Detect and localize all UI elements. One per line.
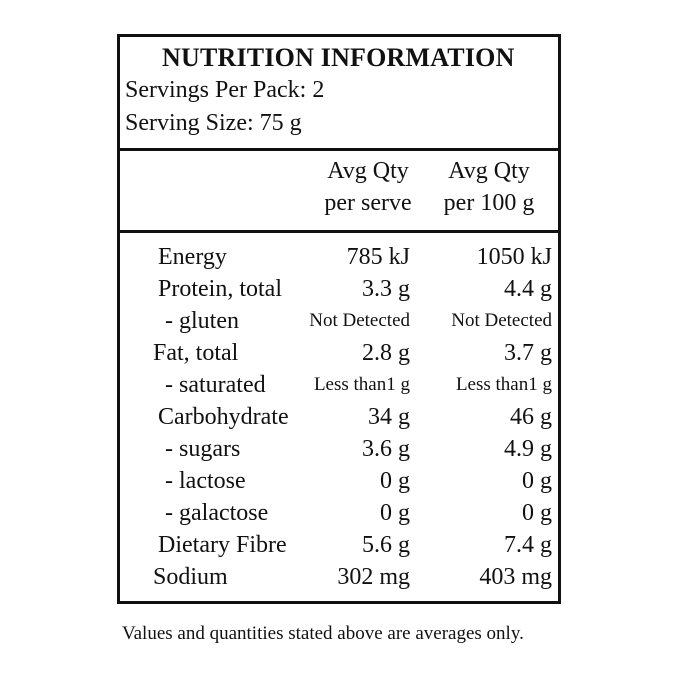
divider-header [120,230,558,233]
nutrient-name: Fat, total [153,340,239,366]
nutrient-per-100g: 46 g [510,404,552,430]
nutrient-name: - sugars [165,436,241,462]
nutrient-row-gluten: - gluten Not Detected Not Detected [120,305,558,337]
nutrient-per-100g: 7.4 g [504,532,552,558]
nutrient-per-serve: 0 g [380,500,410,526]
nutrient-name: Protein, total [158,276,282,302]
column-header-per-100g-line2: per 100 g [443,190,535,216]
column-header-per-serve-line2: per serve [324,190,412,216]
nutrition-panel: NUTRITION INFORMATION Servings Per Pack:… [117,34,561,604]
nutrient-per-serve: 5.6 g [362,532,410,558]
nutrient-per-serve: 2.8 g [362,340,410,366]
nutrient-row-dietary-fibre: Dietary Fibre 5.6 g 7.4 g [120,529,558,561]
nutrient-row-galactose: - galactose 0 g 0 g [120,497,558,529]
nutrient-row-lactose: - lactose 0 g 0 g [120,465,558,497]
nutrient-name: - galactose [165,500,269,526]
nutrient-per-100g: 4.9 g [504,436,552,462]
nutrient-name: Energy [158,244,227,270]
nutrient-name: Dietary Fibre [158,532,287,558]
nutrient-per-100g: 3.7 g [504,340,552,366]
serving-size: Serving Size: 75 g [125,110,302,136]
nutrient-per-100g: Not Detected [451,310,552,331]
nutrient-per-100g: 1050 kJ [476,244,552,270]
nutrient-row-saturated: - saturated Less than1 g Less than1 g [120,369,558,401]
nutrient-per-100g: 4.4 g [504,276,552,302]
panel-title: NUTRITION INFORMATION [162,43,515,72]
nutrient-per-serve: Not Detected [309,310,410,331]
nutrient-row-protein: Protein, total 3.3 g 4.4 g [120,273,558,305]
nutrient-row-carbohydrate: Carbohydrate 34 g 46 g [120,401,558,433]
nutrient-per-serve: Less than1 g [313,374,410,395]
column-header-per-serve-line1: Avg Qty [327,158,409,184]
nutrient-per-serve: 34 g [368,404,410,430]
nutrient-per-serve: 3.6 g [362,436,410,462]
nutrient-per-100g: Less than1 g [455,374,552,395]
nutrient-name: - gluten [165,308,239,334]
nutrient-per-serve: 3.3 g [362,276,410,302]
divider-top [120,148,558,151]
nutrient-per-100g: 0 g [522,468,552,494]
nutrient-per-100g: 0 g [522,500,552,526]
nutrient-table: Energy 785 kJ 1050 kJ Protein, total 3.3… [120,241,558,593]
nutrient-row-energy: Energy 785 kJ 1050 kJ [120,241,558,273]
nutrient-per-serve: 0 g [380,468,410,494]
nutrient-name: Sodium [153,564,228,590]
nutrient-name: Carbohydrate [158,404,289,430]
column-header-per-100g: Avg Qty per 100 g [422,155,556,219]
column-header-per-serve: Avg Qty per serve [308,155,428,219]
nutrient-row-fat: Fat, total 2.8 g 3.7 g [120,337,558,369]
column-header-per-100g-line1: Avg Qty [448,158,530,184]
nutrient-row-sodium: Sodium 302 mg 403 mg [120,561,558,593]
nutrient-per-serve: 302 mg [337,564,410,590]
nutrient-per-100g: 403 mg [479,564,552,590]
nutrient-name: - saturated [165,372,266,398]
nutrient-name: - lactose [165,468,246,494]
servings-per-pack: Servings Per Pack: 2 [125,77,325,103]
nutrient-row-sugars: - sugars 3.6 g 4.9 g [120,433,558,465]
nutrient-per-serve: 785 kJ [346,244,410,270]
footnote: Values and quantities stated above are a… [122,623,524,644]
